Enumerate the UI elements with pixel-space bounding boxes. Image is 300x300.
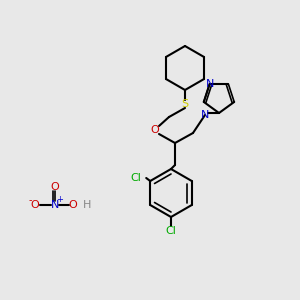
Text: N: N bbox=[206, 79, 214, 89]
Text: O: O bbox=[69, 200, 77, 210]
Text: +: + bbox=[57, 196, 63, 205]
Text: H: H bbox=[83, 200, 91, 210]
Text: -: - bbox=[28, 195, 32, 205]
Text: O: O bbox=[31, 200, 39, 210]
Text: Cl: Cl bbox=[166, 226, 176, 236]
Text: O: O bbox=[151, 125, 159, 135]
Text: N: N bbox=[51, 200, 59, 210]
Text: O: O bbox=[51, 182, 59, 192]
Text: Cl: Cl bbox=[131, 173, 142, 183]
Text: S: S bbox=[182, 99, 189, 109]
Text: N: N bbox=[201, 110, 209, 120]
